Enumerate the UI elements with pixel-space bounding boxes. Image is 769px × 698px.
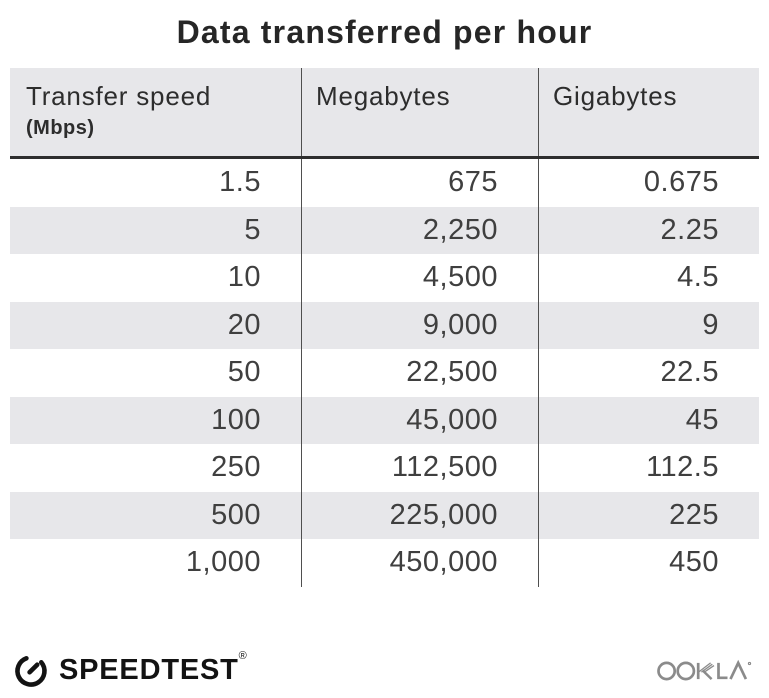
gigabytes-cell: 450 [538,539,759,587]
speedtest-logo: SPEEDTEST® [12,649,247,689]
table-row: 1.5 675 0.675 [10,159,759,207]
gigabytes-cell: 4.5 [538,254,759,302]
megabytes-cell: 4,500 [301,254,538,302]
megabytes-cell: 22,500 [301,349,538,397]
megabytes-cell: 450,000 [301,539,538,587]
table-row: 5 2,250 2.25 [10,206,759,254]
speed-cell: 10 [227,261,261,293]
footer: SPEEDTEST® [12,648,755,692]
col-header-transfer-speed: Transfer speed (Mbps) [10,68,301,156]
header-row: Transfer speed (Mbps) Megabytes Gigabyte… [10,68,759,159]
data-table: Transfer speed (Mbps) Megabytes Gigabyte… [10,68,759,587]
megabytes-cell: 9,000 [301,301,538,349]
speed-cell: 500 [211,498,261,531]
speed-cell: 50 [227,356,261,388]
table-row: 10 4,500 4.5 [10,254,759,302]
col-header-megabytes: Megabytes [301,68,538,156]
col-header-gigabytes: Gigabytes [538,68,759,156]
megabytes-cell: 45,000 [301,396,538,444]
speed-cell: 250 [211,451,261,483]
table-row: 20 9,000 9 [10,301,759,349]
ookla-logo [657,659,752,681]
speedtest-wordmark: SPEEDTEST [59,653,239,686]
megabytes-cell: 675 [301,159,538,207]
table-body: 1.5 675 0.675 5 2,250 2.25 10 4,500 4.5 … [10,159,759,587]
gigabytes-cell: 45 [538,396,759,444]
speed-cell: 1,000 [185,546,261,578]
gigabytes-cell: 2.25 [538,206,759,254]
speedtest-gauge-icon [15,656,47,687]
gigabytes-cell: 112.5 [538,444,759,492]
table-row: 500 225,000 225 [10,491,759,539]
speed-cell: 5 [244,213,261,246]
table-row: 1,000 450,000 450 [10,539,759,587]
gigabytes-cell: 9 [538,301,759,349]
table-row: 50 22,500 22.5 [10,349,759,397]
table-row: 250 112,500 112.5 [10,444,759,492]
megabytes-cell: 112,500 [301,444,538,492]
speed-cell: 20 [227,308,261,341]
gigabytes-cell: 22.5 [538,349,759,397]
speed-cell: 1.5 [219,166,261,198]
table-row: 100 45,000 45 [10,396,759,444]
col-header-megabytes-label: Megabytes [316,81,451,111]
speed-cell: 100 [211,403,261,436]
megabytes-cell: 225,000 [301,491,538,539]
col-header-gigabytes-label: Gigabytes [553,81,678,111]
gigabytes-cell: 0.675 [538,159,759,207]
speedtest-trademark: ® [238,649,247,662]
page-title: Data transferred per hour [176,14,593,50]
col-header-transfer-speed-label: Transfer speed [26,81,212,111]
megabytes-cell: 2,250 [301,206,538,254]
col-header-transfer-speed-unit: (Mbps) [26,117,95,139]
gigabytes-cell: 225 [538,491,759,539]
